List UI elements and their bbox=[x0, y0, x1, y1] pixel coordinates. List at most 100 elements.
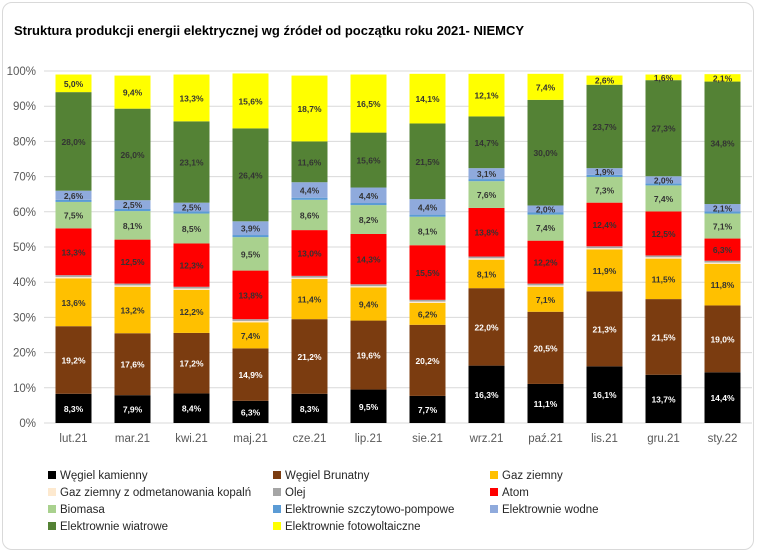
bar-segment bbox=[409, 123, 446, 200]
bar-segment bbox=[232, 348, 269, 401]
bar-segment bbox=[291, 141, 328, 183]
bar-segment bbox=[586, 202, 623, 247]
bar-segment bbox=[468, 288, 505, 366]
legend-item: Gaz ziemny z odmetanowania kopalń bbox=[48, 487, 251, 499]
data-label: 3,1% bbox=[477, 169, 497, 179]
data-label: 11,9% bbox=[593, 266, 617, 276]
data-label: 11,6% bbox=[298, 157, 322, 167]
data-label: 13,6% bbox=[61, 298, 86, 308]
legend-swatch bbox=[490, 505, 498, 513]
legend-label: Atom bbox=[502, 487, 529, 499]
bar-segment bbox=[586, 176, 623, 203]
legend-swatch bbox=[273, 471, 281, 479]
data-label: 19,0% bbox=[710, 334, 735, 344]
data-label: 16,5% bbox=[356, 99, 381, 109]
data-label: 12,5% bbox=[120, 257, 145, 267]
bar-segment bbox=[409, 216, 446, 246]
legend-label: Gaz ziemny z odmetanowania kopalń bbox=[60, 487, 252, 499]
bar-segment bbox=[645, 176, 682, 184]
legend-swatch bbox=[273, 522, 281, 530]
data-label: 11,1% bbox=[534, 399, 558, 409]
x-tick-label: lut.21 bbox=[59, 433, 87, 445]
data-label: 8,6% bbox=[300, 210, 320, 220]
data-label: 14,4% bbox=[710, 393, 735, 403]
bar-segment bbox=[586, 366, 623, 423]
data-label: 15,6% bbox=[238, 96, 263, 106]
x-tick-label: gru.21 bbox=[647, 433, 680, 445]
bar-segment bbox=[586, 75, 623, 85]
data-label: 6,2% bbox=[418, 309, 438, 319]
bar-segment bbox=[527, 286, 564, 312]
bar-segment bbox=[704, 204, 741, 212]
bar-segment bbox=[291, 275, 328, 278]
bar-segment bbox=[586, 246, 623, 249]
legend-swatch bbox=[273, 488, 281, 496]
bar-segment bbox=[645, 80, 682, 177]
data-label: 2,5% bbox=[182, 203, 202, 213]
bar-segment bbox=[527, 99, 564, 206]
bar-segment bbox=[645, 255, 682, 258]
bar-segment bbox=[173, 243, 210, 287]
bar-segment bbox=[291, 197, 328, 200]
data-label: 19,6% bbox=[356, 351, 381, 361]
bar-segment bbox=[350, 287, 387, 321]
bar-segment bbox=[291, 230, 328, 276]
bar-segment bbox=[232, 270, 269, 320]
data-label: 12,2% bbox=[179, 307, 204, 317]
data-label: 2,6% bbox=[595, 76, 615, 86]
data-label: 21,5% bbox=[415, 157, 440, 167]
bar-segment bbox=[409, 324, 446, 396]
legend-swatch bbox=[48, 505, 56, 513]
data-label: 6,3% bbox=[241, 407, 261, 417]
y-tick-label: 40% bbox=[13, 277, 36, 289]
data-label: 8,3% bbox=[300, 404, 320, 414]
data-label: 9,4% bbox=[123, 88, 143, 98]
legend-item: Olej bbox=[273, 487, 305, 499]
data-label: 8,1% bbox=[477, 269, 497, 279]
bar-segment bbox=[645, 299, 682, 375]
data-label: 4,4% bbox=[418, 202, 438, 212]
chart-title: Struktura produkcji energii elektrycznej… bbox=[14, 23, 525, 38]
bar-segment bbox=[527, 240, 564, 284]
data-label: 7,9% bbox=[123, 405, 143, 415]
bar-segment bbox=[527, 214, 564, 241]
data-label: 2,6% bbox=[64, 191, 84, 201]
data-label: 12,3% bbox=[179, 261, 204, 271]
data-label: 14,1% bbox=[415, 94, 440, 104]
data-label: 12,1% bbox=[474, 91, 499, 101]
bar-segment bbox=[527, 285, 564, 287]
data-label: 1,9% bbox=[595, 167, 615, 177]
bar-segment bbox=[704, 260, 741, 263]
bar-segment bbox=[55, 278, 92, 327]
bar-segment bbox=[704, 238, 741, 261]
bar-segment bbox=[586, 168, 623, 175]
bar-segment bbox=[232, 319, 269, 321]
data-label: 26,0% bbox=[120, 150, 145, 160]
bar-segment bbox=[114, 395, 151, 423]
bar-segment bbox=[586, 84, 623, 169]
x-tick-label: paź.21 bbox=[528, 433, 563, 445]
bar-segment bbox=[114, 211, 151, 240]
legend-item: Węgiel kamienny bbox=[48, 470, 148, 482]
legend-item: Elektrownie szczytowo-pompowe bbox=[273, 504, 454, 516]
bar-segment bbox=[645, 185, 682, 212]
data-label: 2,1% bbox=[713, 73, 733, 83]
bar-segment bbox=[291, 393, 328, 423]
data-label: 2,5% bbox=[123, 200, 143, 210]
data-label: 11,8% bbox=[711, 280, 735, 290]
bar-segment bbox=[173, 393, 210, 423]
data-label: 13,8% bbox=[474, 228, 499, 238]
bar-segment bbox=[468, 73, 505, 117]
y-tick-label: 10% bbox=[13, 383, 36, 395]
data-label: 15,5% bbox=[415, 268, 440, 278]
bar-segment bbox=[55, 190, 92, 200]
bar-segment bbox=[704, 213, 741, 239]
data-label: 7,4% bbox=[241, 331, 261, 341]
y-tick-label: 90% bbox=[13, 101, 36, 113]
data-label: 7,7% bbox=[418, 405, 438, 415]
legend-label: Olej bbox=[285, 487, 306, 499]
y-tick-label: 70% bbox=[13, 172, 36, 184]
bar-segment bbox=[468, 207, 505, 257]
data-label: 18,7% bbox=[297, 104, 322, 114]
bar-segment bbox=[173, 286, 210, 289]
